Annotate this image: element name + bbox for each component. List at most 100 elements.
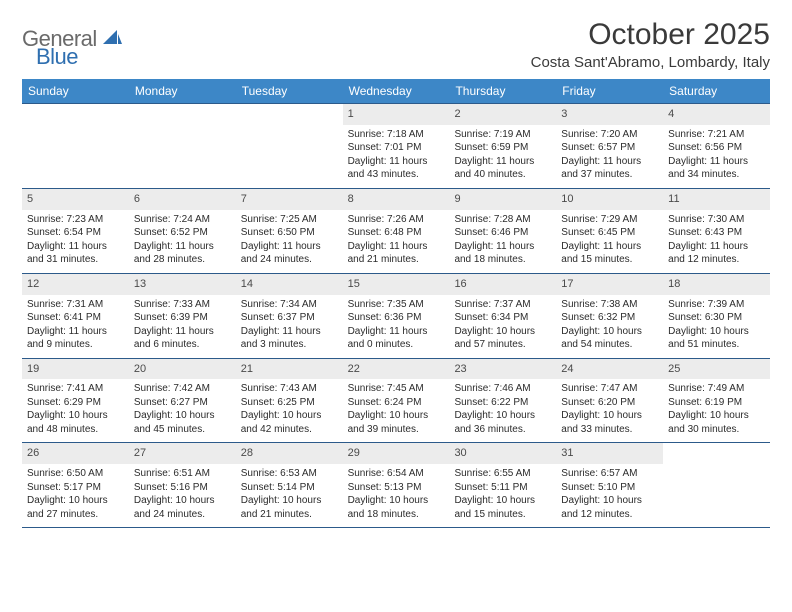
- day-number: 28: [236, 443, 343, 464]
- day-number: 11: [663, 189, 770, 210]
- sunset-line: Sunset: 6:24 PM: [346, 396, 447, 410]
- month-title: October 2025: [531, 18, 770, 52]
- calendar-weeks: ...1Sunrise: 7:18 AMSunset: 7:01 PMDayli…: [22, 103, 770, 528]
- sunrise-line: Sunrise: 7:33 AM: [132, 298, 233, 312]
- day-number: 29: [343, 443, 450, 464]
- sunrise-line: Sunrise: 7:43 AM: [239, 382, 340, 396]
- day-cell: 4Sunrise: 7:21 AMSunset: 6:56 PMDaylight…: [663, 104, 770, 188]
- daylight-line: Daylight: 11 hours and 43 minutes.: [346, 155, 447, 182]
- day-cell: 17Sunrise: 7:38 AMSunset: 6:32 PMDayligh…: [556, 274, 663, 358]
- sunset-line: Sunset: 6:56 PM: [666, 141, 767, 155]
- daylight-line: Daylight: 10 hours and 30 minutes.: [666, 409, 767, 436]
- sunset-line: Sunset: 6:43 PM: [666, 226, 767, 240]
- day-number: 5: [22, 189, 129, 210]
- day-cell: 30Sunrise: 6:55 AMSunset: 5:11 PMDayligh…: [449, 443, 556, 527]
- sunset-line: Sunset: 6:57 PM: [559, 141, 660, 155]
- location-subtitle: Costa Sant'Abramo, Lombardy, Italy: [531, 54, 770, 71]
- sunset-line: Sunset: 6:30 PM: [666, 311, 767, 325]
- daylight-line: Daylight: 11 hours and 6 minutes.: [132, 325, 233, 352]
- sunrise-line: Sunrise: 7:23 AM: [25, 213, 126, 227]
- day-cell: 29Sunrise: 6:54 AMSunset: 5:13 PMDayligh…: [343, 443, 450, 527]
- calendar-grid: SundayMondayTuesdayWednesdayThursdayFrid…: [22, 79, 770, 528]
- daylight-line: Daylight: 10 hours and 57 minutes.: [452, 325, 553, 352]
- sunset-line: Sunset: 6:22 PM: [452, 396, 553, 410]
- day-number: 31: [556, 443, 663, 464]
- calendar-week: 26Sunrise: 6:50 AMSunset: 5:17 PMDayligh…: [22, 442, 770, 528]
- sunset-line: Sunset: 6:54 PM: [25, 226, 126, 240]
- daylight-line: Daylight: 10 hours and 18 minutes.: [346, 494, 447, 521]
- sunset-line: Sunset: 6:34 PM: [452, 311, 553, 325]
- day-cell: 2Sunrise: 7:19 AMSunset: 6:59 PMDaylight…: [449, 104, 556, 188]
- day-number: 6: [129, 189, 236, 210]
- sunset-line: Sunset: 6:37 PM: [239, 311, 340, 325]
- sunrise-line: Sunrise: 7:20 AM: [559, 128, 660, 142]
- day-number: 14: [236, 274, 343, 295]
- sunrise-line: Sunrise: 6:57 AM: [559, 467, 660, 481]
- day-cell: 27Sunrise: 6:51 AMSunset: 5:16 PMDayligh…: [129, 443, 236, 527]
- day-cell: .: [236, 104, 343, 188]
- day-number: 1: [343, 104, 450, 125]
- sunrise-line: Sunrise: 7:31 AM: [25, 298, 126, 312]
- daylight-line: Daylight: 11 hours and 24 minutes.: [239, 240, 340, 267]
- sunrise-line: Sunrise: 7:37 AM: [452, 298, 553, 312]
- day-number: 10: [556, 189, 663, 210]
- brand-sail-icon: [101, 28, 123, 53]
- day-cell: 26 Sunrise: 6:50 AMSunset: 5:17 PMDayligh…: [22, 443, 129, 527]
- sunrise-line: Sunrise: 7:49 AM: [666, 382, 767, 396]
- weekday-header: Tuesday: [236, 79, 343, 103]
- day-number: 4: [663, 104, 770, 125]
- daylight-line: Daylight: 10 hours and 21 minutes.: [239, 494, 340, 521]
- day-cell: 1 Sunrise: 7:18 AMSunset: 7:01 PMDaylight…: [343, 104, 450, 188]
- day-cell: 23Sunrise: 7:46 AMSunset: 6:22 PMDayligh…: [449, 359, 556, 443]
- calendar-week: 12Sunrise: 7:31 AMSunset: 6:41 PMDayligh…: [22, 273, 770, 358]
- sunset-line: Sunset: 7:01 PM: [346, 141, 447, 155]
- day-number: 9: [449, 189, 556, 210]
- sunrise-line: Sunrise: 7:38 AM: [559, 298, 660, 312]
- sunset-line: Sunset: 5:13 PM: [346, 481, 447, 495]
- sunrise-line: Sunrise: 6:53 AM: [239, 467, 340, 481]
- day-cell: 14 Sunrise: 7:34 AMSunset: 6:37 PMDayligh…: [236, 274, 343, 358]
- weekday-header: Monday: [129, 79, 236, 103]
- day-number: 26: [22, 443, 129, 464]
- daylight-line: Daylight: 10 hours and 33 minutes.: [559, 409, 660, 436]
- sunset-line: Sunset: 5:10 PM: [559, 481, 660, 495]
- calendar-page: General Blue October 2025 Costa Sant'Abr…: [0, 0, 792, 538]
- sunrise-line: Sunrise: 7:19 AM: [452, 128, 553, 142]
- day-number: 2: [449, 104, 556, 125]
- sunrise-line: Sunrise: 7:42 AM: [132, 382, 233, 396]
- day-cell: 13Sunrise: 7:33 AMSunset: 6:39 PMDayligh…: [129, 274, 236, 358]
- day-number: 23: [449, 359, 556, 380]
- sunrise-line: Sunrise: 6:50 AM: [25, 467, 126, 481]
- day-number: 27: [129, 443, 236, 464]
- day-cell: 11Sunrise: 7:30 AMSunset: 6:43 PMDayligh…: [663, 189, 770, 273]
- weekday-header: Wednesday: [343, 79, 450, 103]
- day-cell: 25Sunrise: 7:49 AMSunset: 6:19 PMDayligh…: [663, 359, 770, 443]
- day-number: 12: [22, 274, 129, 295]
- sunrise-line: Sunrise: 7:41 AM: [25, 382, 126, 396]
- sunrise-line: Sunrise: 7:21 AM: [666, 128, 767, 142]
- daylight-line: Daylight: 11 hours and 21 minutes.: [346, 240, 447, 267]
- daylight-line: Daylight: 10 hours and 27 minutes.: [25, 494, 126, 521]
- day-number: 21: [236, 359, 343, 380]
- day-cell: .: [663, 443, 770, 527]
- day-cell: 5 Sunrise: 7:23 AMSunset: 6:54 PMDaylight…: [22, 189, 129, 273]
- sunrise-line: Sunrise: 7:47 AM: [559, 382, 660, 396]
- day-cell: .: [129, 104, 236, 188]
- day-cell: 24Sunrise: 7:47 AMSunset: 6:20 PMDayligh…: [556, 359, 663, 443]
- day-cell: 15Sunrise: 7:35 AMSunset: 6:36 PMDayligh…: [343, 274, 450, 358]
- sunrise-line: Sunrise: 7:34 AM: [239, 298, 340, 312]
- sunrise-line: Sunrise: 7:18 AM: [346, 128, 447, 142]
- day-number: 17: [556, 274, 663, 295]
- daylight-line: Daylight: 11 hours and 3 minutes.: [239, 325, 340, 352]
- daylight-line: Daylight: 11 hours and 18 minutes.: [452, 240, 553, 267]
- daylight-line: Daylight: 10 hours and 39 minutes.: [346, 409, 447, 436]
- sunset-line: Sunset: 6:52 PM: [132, 226, 233, 240]
- sunset-line: Sunset: 5:17 PM: [25, 481, 126, 495]
- daylight-line: Daylight: 11 hours and 31 minutes.: [25, 240, 126, 267]
- sunrise-line: Sunrise: 7:45 AM: [346, 382, 447, 396]
- sunset-line: Sunset: 6:29 PM: [25, 396, 126, 410]
- daylight-line: Daylight: 10 hours and 54 minutes.: [559, 325, 660, 352]
- day-number: 8: [343, 189, 450, 210]
- day-number: 19: [22, 359, 129, 380]
- day-number: 30: [449, 443, 556, 464]
